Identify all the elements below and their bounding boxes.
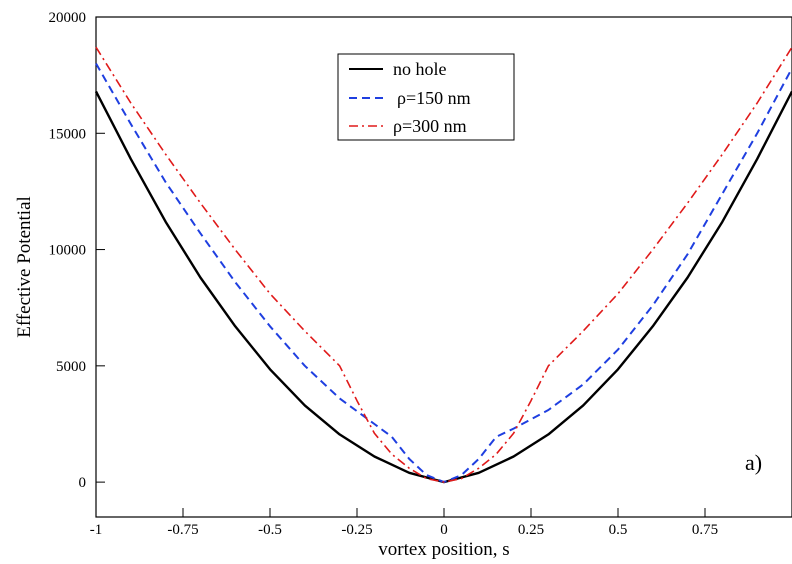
legend-label-rho150: ρ=150 nm xyxy=(397,88,471,108)
y-axis-title: Effective Potential xyxy=(14,196,35,338)
panel-annotation: a) xyxy=(745,450,762,475)
y-tick-label: 0 xyxy=(79,475,87,491)
x-axis-ticks: -1 -0.75 -0.5 -0.25 0 0.25 0.5 0.75 xyxy=(90,508,718,538)
x-tick-label: -0.5 xyxy=(258,522,282,538)
series-line-2 xyxy=(95,46,792,483)
x-tick-label: -1 xyxy=(90,522,103,538)
y-tick-label: 10000 xyxy=(49,243,87,259)
x-tick-label: 0 xyxy=(440,522,448,538)
y-tick-label: 15000 xyxy=(49,126,87,142)
x-tick-label: -0.25 xyxy=(341,522,372,538)
legend: no hole ρ=150 nm ρ=300 nm xyxy=(337,53,515,141)
x-tick-label: -0.75 xyxy=(167,522,198,538)
series-line-0 xyxy=(94,90,792,484)
y-axis-ticks: 0 5000 10000 15000 20000 xyxy=(49,10,105,491)
legend-label-no-hole: no hole xyxy=(393,59,447,79)
y-tick-label: 5000 xyxy=(56,359,86,375)
series-layer xyxy=(94,46,792,484)
y-tick-label: 20000 xyxy=(49,10,87,26)
x-axis-title: vortex position, s xyxy=(378,539,509,560)
x-tick-label: 0.75 xyxy=(692,522,718,538)
legend-label-rho300: ρ=300 nm xyxy=(393,116,467,136)
x-tick-label: 0.25 xyxy=(518,522,544,538)
x-tick-label: 0.5 xyxy=(609,522,628,538)
